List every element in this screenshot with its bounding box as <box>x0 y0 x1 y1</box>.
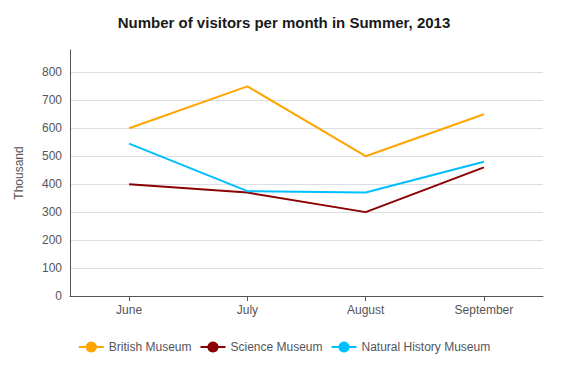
svg-text:September: September <box>455 303 514 317</box>
svg-text:500: 500 <box>42 149 62 163</box>
svg-text:700: 700 <box>42 93 62 107</box>
svg-text:800: 800 <box>42 65 62 79</box>
svg-text:400: 400 <box>42 177 62 191</box>
svg-text:Thousand: Thousand <box>12 146 26 199</box>
svg-text:300: 300 <box>42 205 62 219</box>
svg-text:Natural History Museum: Natural History Museum <box>362 340 491 354</box>
svg-text:British Museum: British Museum <box>109 340 192 354</box>
svg-text:600: 600 <box>42 121 62 135</box>
svg-text:Science Museum: Science Museum <box>230 340 322 354</box>
svg-text:June: June <box>116 303 142 317</box>
svg-text:0: 0 <box>55 289 62 303</box>
svg-text:July: July <box>237 303 258 317</box>
svg-text:August: August <box>347 303 385 317</box>
svg-text:Number of visitors per month i: Number of visitors per month in Summer, … <box>118 14 451 31</box>
svg-text:100: 100 <box>42 261 62 275</box>
svg-text:200: 200 <box>42 233 62 247</box>
